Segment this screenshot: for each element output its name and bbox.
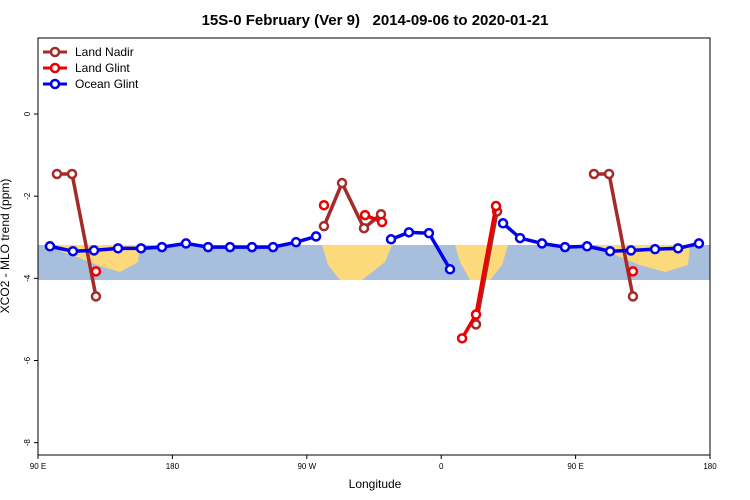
y-tick-label: -8 [23,439,32,447]
point [358,222,370,234]
point [290,236,302,248]
legend-label: Land Nadir [75,45,134,59]
x-tick-label: 180 [703,462,717,471]
point [649,243,661,255]
x-tick-label: 0 [439,462,444,471]
point [385,234,397,245]
x-axis-label: Longitude [349,477,402,491]
point [423,227,435,239]
x-tick-label: 180 [166,462,180,471]
y-tick-label: -2 [23,192,32,200]
point [51,168,63,180]
x-tick-label: 90 E [567,462,583,471]
point [135,243,147,254]
point [310,231,322,242]
point [202,241,214,253]
point [536,238,548,249]
point [588,168,600,180]
point [514,232,526,244]
chart-title: 15S-0 February (Ver 9) 2014-09-06 to 202… [202,12,549,29]
y-tick-label: -6 [23,356,32,364]
point [444,264,456,275]
point [403,227,415,238]
point [66,168,78,180]
legend-label: Ocean Glint [75,77,139,91]
point [44,241,56,252]
point [490,200,502,212]
point [604,245,616,257]
y-tick-label: 0 [23,111,32,116]
point [180,238,192,249]
plot-frame [37,37,711,456]
point [603,168,615,180]
point [376,216,388,228]
point [672,243,684,254]
point [581,241,593,252]
y-axis-label: XCO2 - MLO trend (ppm) [0,179,12,314]
point [224,241,236,253]
point [625,245,637,256]
point [693,238,705,249]
legend-marker [49,62,61,74]
point [90,266,102,277]
point [318,220,330,232]
y-tick-label: -4 [23,274,32,282]
point [67,245,79,257]
point [497,218,509,229]
point [90,291,102,302]
legend-marker [49,46,61,58]
legend-label: Land Glint [75,61,130,75]
point [246,241,258,253]
point [559,241,571,253]
point [156,241,168,253]
point [336,177,348,189]
point [470,319,482,330]
point [318,199,330,211]
point [267,241,279,253]
point [470,309,482,320]
point [456,333,468,344]
point [627,266,639,277]
legend-marker [49,78,61,90]
point [359,209,371,221]
point [627,291,639,302]
x-tick-label: 90 W [297,462,316,471]
point [88,245,100,256]
x-tick-label: 90 E [30,462,46,471]
point [112,243,124,254]
